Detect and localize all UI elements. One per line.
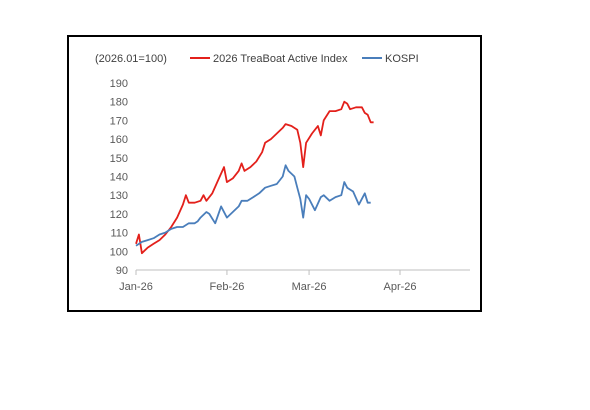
series-line-kospi xyxy=(135,164,371,247)
series-layer xyxy=(135,100,374,255)
y-tick-label: 190 xyxy=(110,78,128,90)
y-tick-label: 180 xyxy=(110,97,128,109)
y-tick-label: 130 xyxy=(110,190,128,202)
y-tick-label: 90 xyxy=(116,265,128,277)
chart-frame xyxy=(67,35,482,312)
y-tick-label: 120 xyxy=(110,209,128,221)
y-axis-ticks: 90 100 110 120 130 140 150 160 170 180 190 xyxy=(110,78,128,277)
x-tick-label: Mar-26 xyxy=(292,281,327,293)
y-tick-label: 160 xyxy=(110,134,128,146)
y-tick-label: 170 xyxy=(110,115,128,127)
legend-label-treaboat: 2026 TreaBoat Active Index xyxy=(213,53,348,65)
y-tick-label: 140 xyxy=(110,172,128,184)
x-tick-label: Apr-26 xyxy=(383,281,416,293)
legend-label-kospi: KOSPI xyxy=(385,53,419,65)
index-base-note: (2026.01=100) xyxy=(95,53,167,65)
x-tick-label: Feb-26 xyxy=(210,281,245,293)
y-tick-label: 150 xyxy=(110,153,128,165)
x-axis-ticks: Jan-26 Feb-26 Mar-26 Apr-26 xyxy=(119,270,417,293)
y-tick-label: 100 xyxy=(110,246,128,258)
series-line-treaboat xyxy=(135,100,374,255)
legend: (2026.01=100) 2026 TreaBoat Active Index… xyxy=(95,53,419,65)
y-tick-label: 110 xyxy=(110,228,128,240)
x-tick-label: Jan-26 xyxy=(119,281,153,293)
